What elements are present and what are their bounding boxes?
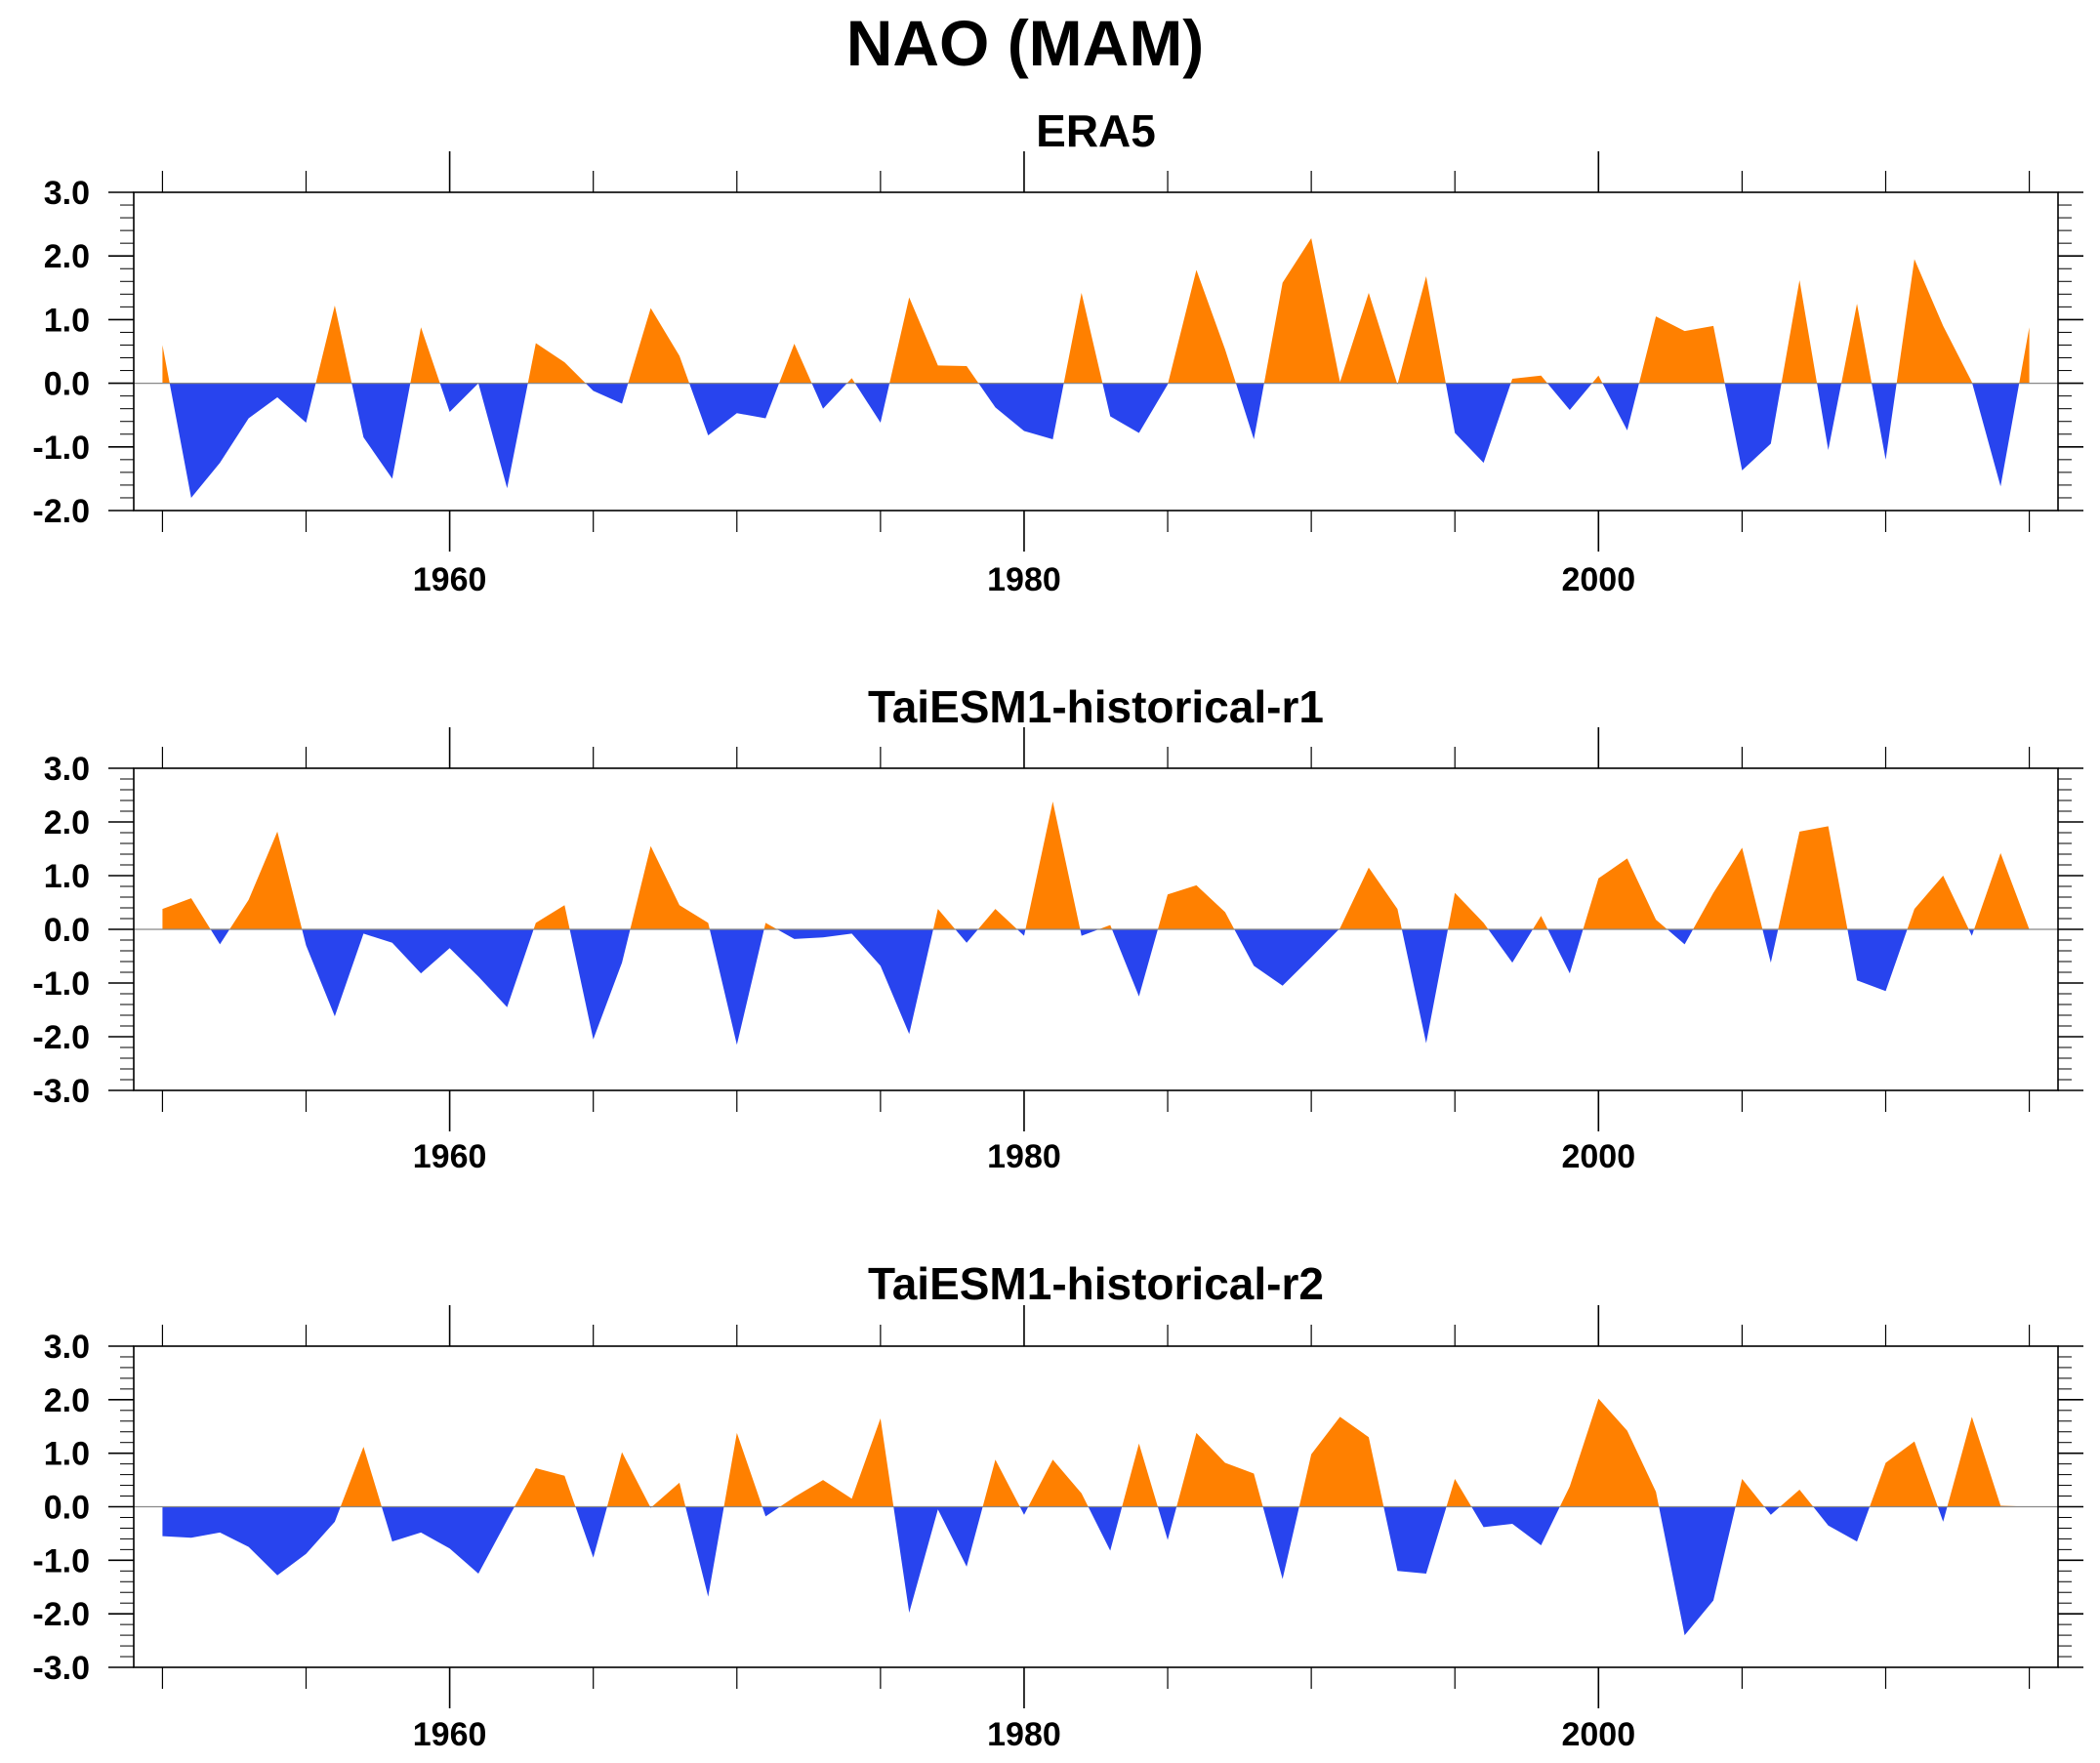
- x-tick-label: 2000: [1561, 561, 1635, 598]
- y-tick-label: 1.0: [44, 302, 90, 339]
- negative-area: [162, 929, 2030, 1046]
- chart-panel-1: ERA5 3.0 2.0 1.0 0.0 -1.0 -2.0 1960 1980 2000: [32, 105, 2083, 598]
- x-tick-label: 1960: [413, 561, 487, 598]
- y-tick-label: -1.0: [32, 965, 90, 1003]
- y-tick-label: 3.0: [44, 1329, 90, 1366]
- y-tick-label: 2.0: [44, 1382, 90, 1419]
- y-tick-label: 2.0: [44, 804, 90, 841]
- y-tick-label: 0.0: [44, 912, 90, 949]
- panel-title: ERA5: [1036, 105, 1156, 156]
- x-tick-label: 1980: [987, 1716, 1061, 1753]
- panel-title: TaiESM1-historical-r1: [868, 681, 1324, 732]
- x-tick-label: 2000: [1561, 1716, 1635, 1753]
- x-tick-label: 1980: [987, 561, 1061, 598]
- panel-title: TaiESM1-historical-r2: [868, 1258, 1324, 1309]
- y-tick-label: -3.0: [32, 1650, 90, 1687]
- y-tick-label: -2.0: [32, 1019, 90, 1056]
- y-tick-label: 3.0: [44, 751, 90, 788]
- x-tick-label: 1960: [413, 1138, 487, 1175]
- y-tick-label: 0.0: [44, 366, 90, 403]
- negative-area: [162, 383, 2030, 498]
- x-tick-label: 1980: [987, 1138, 1061, 1175]
- positive-area: [162, 237, 2030, 384]
- y-tick-label: 1.0: [44, 858, 90, 895]
- positive-area: [162, 801, 2030, 929]
- plot-frame: [133, 191, 2059, 512]
- y-tick-label: 3.0: [44, 175, 90, 212]
- figure-title: NAO (MAM): [845, 7, 1205, 79]
- y-tick-label: -1.0: [32, 430, 90, 467]
- chart-panel-2: TaiESM1-historical-r1 3.0 2.0 1.0 0.0 -1.0 -2.…: [32, 681, 2083, 1175]
- y-tick-label: 0.0: [44, 1490, 90, 1527]
- y-tick-label: -2.0: [32, 493, 90, 530]
- negative-area: [162, 1506, 2030, 1636]
- positive-area: [162, 1398, 2030, 1507]
- y-tick-label: -3.0: [32, 1073, 90, 1110]
- y-tick-label: -1.0: [32, 1542, 90, 1579]
- x-tick-label: 2000: [1561, 1138, 1635, 1175]
- y-tick-label: -2.0: [32, 1596, 90, 1633]
- y-tick-label: 2.0: [44, 238, 90, 275]
- chart-panel-3: TaiESM1-historical-r2 3.0 2.0 1.0 0.0 -1.0 -2.…: [32, 1258, 2083, 1753]
- x-tick-label: 1960: [413, 1716, 487, 1753]
- y-tick-label: 1.0: [44, 1436, 90, 1473]
